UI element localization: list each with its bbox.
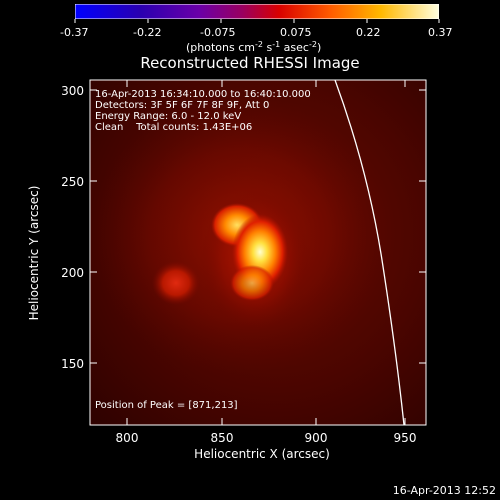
colorbar-tick-label: -0.22 — [133, 26, 161, 39]
y-tick-label: 250 — [61, 175, 84, 189]
y-tick-label: 150 — [61, 357, 84, 371]
solar-limb-curve — [334, 80, 405, 425]
x-tick-label: 950 — [394, 431, 417, 445]
secondary-source — [152, 261, 200, 305]
clean-counts-text: Clean Total counts: 1.43E+06 — [95, 122, 252, 133]
energy-range-text: Energy Range: 6.0 - 12.0 keV — [95, 111, 241, 122]
x-tick-label: 850 — [211, 431, 234, 445]
time-range-text: 16-Apr-2013 16:34:10.000 to 16:40:10.000 — [95, 89, 311, 100]
plot-title: Reconstructed RHESSI Image — [140, 54, 359, 72]
colorbar-tick-label: 0.37 — [428, 26, 453, 39]
peak-position-text: Position of Peak = [871,213] — [95, 400, 238, 411]
colorbar-units: (photons cm-2 s-1 asec-2) — [186, 40, 321, 54]
plot-frame — [89, 79, 427, 426]
rhessi-image — [90, 80, 426, 425]
x-tick-label: 800 — [116, 431, 139, 445]
footer-timestamp: 16-Apr-2013 12:52 — [393, 484, 496, 497]
y-tick-label: 300 — [61, 84, 84, 98]
y-axis-label: Heliocentric Y (arcsec) — [27, 186, 41, 321]
colorbar-tick-label: -0.075 — [200, 26, 235, 39]
colorbar-tick-label: 0.075 — [280, 26, 312, 39]
y-tick-label: 200 — [61, 266, 84, 280]
detectors-text: Detectors: 3F 5F 6F 7F 8F 9F, Att 0 — [95, 100, 269, 111]
colorbar-tick-label: 0.22 — [356, 26, 381, 39]
x-axis-label: Heliocentric X (arcsec) — [194, 447, 330, 461]
x-tick-label: 900 — [305, 431, 328, 445]
colorbar-tick-label: -0.37 — [60, 26, 88, 39]
